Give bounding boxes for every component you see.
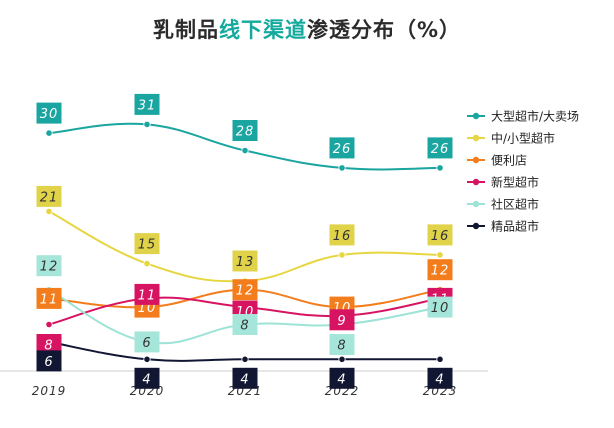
data-label: 9 bbox=[337, 314, 346, 329]
data-label-box bbox=[36, 287, 62, 309]
data-label: 4 bbox=[337, 372, 346, 387]
data-label: 4 bbox=[435, 372, 444, 387]
data-point bbox=[143, 120, 151, 129]
data-label: 30 bbox=[40, 107, 59, 122]
data-label-box bbox=[134, 367, 160, 389]
data-point bbox=[143, 355, 151, 363]
data-label: 8 bbox=[44, 339, 53, 354]
chart-title-part: 渗透分布（%） bbox=[306, 18, 462, 42]
data-point bbox=[338, 355, 346, 363]
data-labels: 3031282626211513161611101210128111091112… bbox=[36, 93, 453, 389]
data-label: 21 bbox=[40, 190, 59, 205]
legend-label: 便利店 bbox=[491, 154, 527, 168]
data-label: 26 bbox=[333, 142, 352, 157]
data-label-box bbox=[134, 233, 160, 255]
data-label: 11 bbox=[138, 288, 157, 303]
data-label-box bbox=[329, 334, 355, 355]
data-label: 26 bbox=[431, 142, 450, 157]
data-label: 12 bbox=[431, 264, 450, 279]
legend-marker bbox=[472, 200, 480, 208]
data-label: 15 bbox=[138, 238, 157, 253]
legend-label: 新型超市 bbox=[491, 175, 539, 190]
data-label-box bbox=[427, 296, 453, 318]
legend-label: 精品超市 bbox=[491, 219, 539, 234]
data-label-box bbox=[329, 137, 355, 159]
data-point bbox=[241, 355, 249, 363]
x-tick-label: 2019 bbox=[32, 384, 67, 398]
data-label: 6 bbox=[44, 355, 53, 370]
data-point bbox=[45, 129, 53, 137]
data-point bbox=[241, 146, 249, 155]
legend-marker bbox=[472, 178, 480, 186]
data-label: 16 bbox=[333, 229, 352, 244]
legend-label: 中/小型超市 bbox=[491, 131, 555, 146]
data-point bbox=[436, 251, 444, 259]
data-label: 13 bbox=[236, 255, 255, 270]
data-label-box bbox=[232, 250, 258, 272]
data-label-box bbox=[36, 350, 62, 372]
data-label-box bbox=[134, 93, 160, 115]
chart-title: 乳制品线下渠道渗透分布（%） bbox=[0, 14, 614, 44]
chart-title-highlight: 线下渠道 bbox=[218, 18, 307, 42]
legend-label: 社区超市 bbox=[491, 197, 539, 212]
data-label-box bbox=[232, 120, 258, 141]
legend-marker bbox=[472, 134, 480, 142]
data-point bbox=[436, 355, 444, 363]
data-label: 8 bbox=[240, 319, 249, 334]
data-label-box bbox=[134, 283, 160, 305]
data-label: 16 bbox=[431, 229, 450, 244]
chart-title-part: 乳制品 bbox=[152, 18, 219, 42]
data-label: 4 bbox=[142, 372, 151, 387]
data-label: 10 bbox=[431, 301, 450, 316]
data-label-box bbox=[36, 255, 62, 277]
legend-marker bbox=[472, 222, 480, 230]
data-label: 6 bbox=[142, 336, 151, 351]
legend-label: 大型超市/大卖场 bbox=[491, 109, 579, 124]
data-point bbox=[436, 164, 444, 172]
data-label-box bbox=[232, 367, 258, 389]
legend-marker bbox=[472, 156, 480, 164]
data-label-box bbox=[329, 309, 355, 331]
data-label-box bbox=[329, 224, 355, 246]
data-label: 12 bbox=[40, 260, 59, 275]
data-label: 4 bbox=[240, 372, 249, 387]
data-point bbox=[45, 320, 53, 329]
data-label-box bbox=[36, 102, 62, 124]
data-label: 31 bbox=[138, 98, 157, 113]
data-point bbox=[338, 251, 346, 259]
data-label-box bbox=[427, 137, 453, 159]
data-label-box bbox=[427, 259, 453, 281]
data-label: 8 bbox=[337, 339, 346, 354]
data-point bbox=[143, 259, 151, 268]
data-label-box bbox=[427, 367, 453, 389]
data-label: 12 bbox=[236, 284, 255, 299]
data-label-box bbox=[36, 334, 62, 355]
data-point bbox=[45, 207, 53, 215]
data-label-box bbox=[427, 224, 453, 246]
data-label: 11 bbox=[40, 292, 59, 307]
data-label-box bbox=[232, 314, 258, 335]
data-label: 28 bbox=[236, 125, 255, 140]
legend-marker bbox=[472, 112, 480, 120]
data-point bbox=[338, 164, 346, 172]
data-label-box bbox=[134, 331, 160, 353]
data-label-box bbox=[329, 367, 355, 389]
data-label-box bbox=[232, 279, 258, 301]
data-label-box bbox=[36, 185, 62, 207]
